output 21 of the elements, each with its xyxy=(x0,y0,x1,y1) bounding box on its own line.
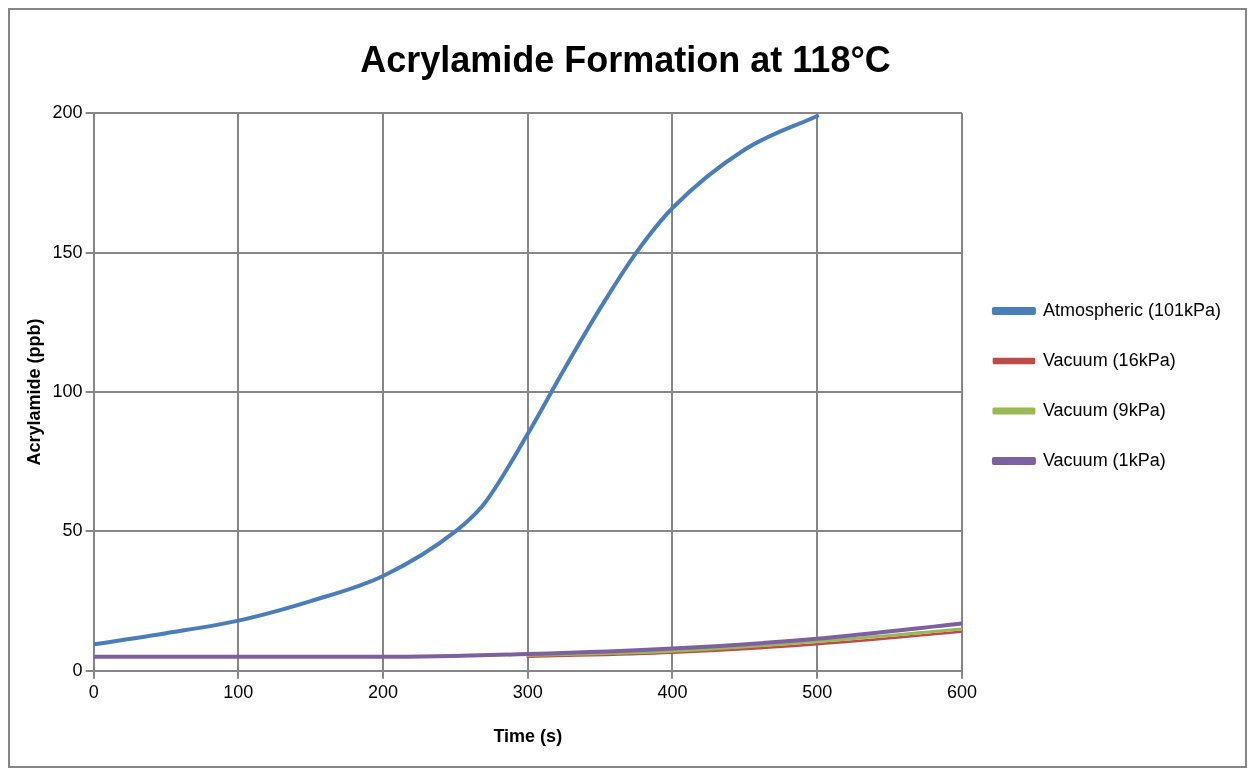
y-tick-label: 150 xyxy=(52,241,83,262)
x-tick-label: 200 xyxy=(368,681,399,702)
y-axis-title: Acrylamide (ppb) xyxy=(23,318,44,466)
line-series xyxy=(93,113,820,647)
y-tick-label: 200 xyxy=(52,102,83,123)
x-tick-label: 600 xyxy=(946,681,977,702)
y-tick-label: 100 xyxy=(52,380,83,401)
x-tick-label: 400 xyxy=(657,681,688,702)
y-tick-label: 50 xyxy=(62,520,83,541)
x-tick-label: 500 xyxy=(802,681,833,702)
x-tick-label: 300 xyxy=(512,681,543,702)
x-axis-title: Time (s) xyxy=(493,726,563,747)
legend-label: Vacuum (9kPa) xyxy=(1042,399,1166,420)
x-tick-label: 100 xyxy=(223,681,254,702)
y-tick-label: 0 xyxy=(72,659,83,680)
line-series xyxy=(93,621,962,659)
chart-title: Acrylamide Formation at 118°C xyxy=(360,38,891,80)
legend-label: Vacuum (16kPa) xyxy=(1042,349,1176,370)
legend-label: Atmospheric (101kPa) xyxy=(1042,299,1221,320)
legend-label: Vacuum (1kPa) xyxy=(1042,449,1166,470)
x-tick-label: 0 xyxy=(88,681,99,702)
